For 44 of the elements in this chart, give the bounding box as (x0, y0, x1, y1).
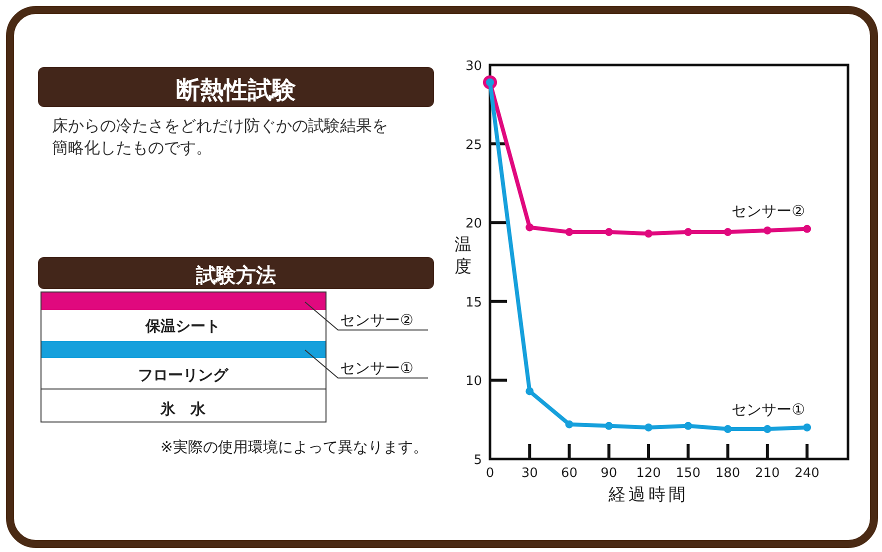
point (526, 223, 534, 232)
text: 保温シート (144, 317, 220, 335)
point (526, 387, 534, 396)
point (684, 228, 692, 236)
point (604, 422, 613, 430)
y-tick-label: 20 (465, 216, 482, 232)
text: ※実際の使用環境によって異なります。 (160, 438, 428, 456)
point (565, 420, 574, 428)
point (763, 425, 772, 434)
y-tick-label: 30 (465, 59, 482, 74)
y-tick-label: 5 (474, 453, 482, 468)
text: 試験方法 (195, 263, 276, 287)
point (604, 228, 613, 236)
point (724, 228, 732, 236)
text: センサー① (340, 359, 414, 377)
point (565, 228, 574, 236)
x-tick-label: 120 (636, 466, 661, 481)
x-tick-label: 240 (794, 466, 820, 481)
text: 床からの冷たさをどれだけ防ぐかの試験結果を簡略化したものです。 (52, 116, 388, 157)
y-tick-label: 15 (465, 295, 482, 310)
text: 氷 水 (160, 400, 206, 418)
text: 断熱性試験 (176, 76, 297, 104)
point (644, 230, 653, 238)
x-tick-label: 60 (560, 466, 578, 481)
point (763, 226, 772, 234)
point (724, 425, 732, 434)
series-label: センサー① (732, 400, 806, 418)
x-tick-label: 0 (486, 466, 494, 481)
point (803, 224, 812, 233)
y-tick-label: 25 (465, 138, 482, 153)
series-label: センサー② (732, 202, 806, 220)
x-axis-title: 経過時間 (608, 485, 689, 505)
x-tick-label: 30 (521, 466, 538, 481)
x-tick-label: 210 (755, 466, 780, 481)
y-axis-title: 温度 (454, 235, 472, 277)
point (684, 422, 692, 430)
point (803, 423, 812, 432)
x-tick-label: 150 (676, 466, 701, 481)
text: フローリング (138, 366, 229, 384)
x-tick-label: 180 (715, 466, 740, 481)
text: センサー② (340, 311, 414, 329)
point (644, 423, 653, 432)
y-tick-label: 10 (465, 374, 482, 390)
x-tick-label: 90 (600, 466, 618, 481)
